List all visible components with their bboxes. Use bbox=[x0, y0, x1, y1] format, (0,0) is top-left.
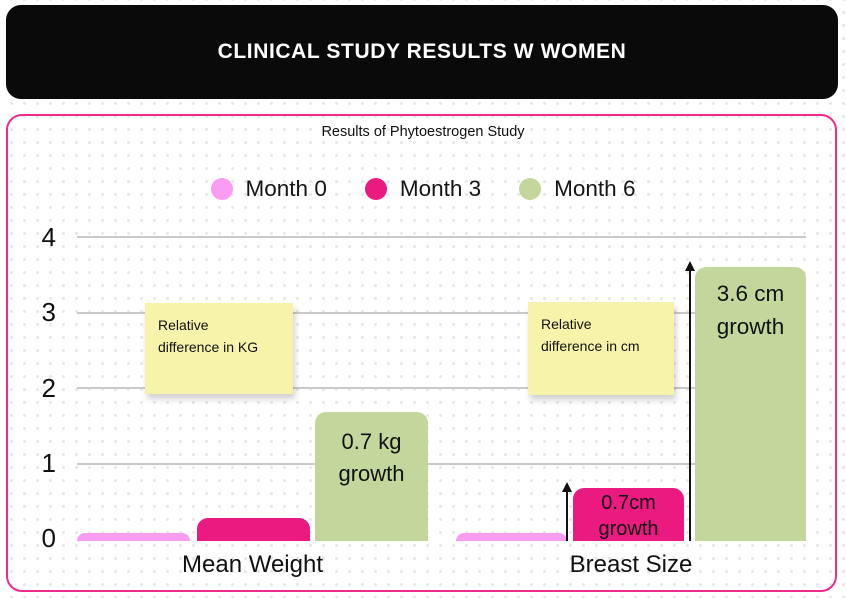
chart-title: Results of Phytoestrogen Study bbox=[321, 124, 525, 140]
bar-breast-size-month-6 bbox=[695, 267, 806, 541]
bar-breast-size-month-3 bbox=[573, 488, 684, 541]
bar-label-kg-growth: 0.7 kg growth bbox=[338, 429, 405, 486]
chart-card bbox=[6, 114, 837, 592]
bar-mean-weight-month-6 bbox=[315, 412, 428, 541]
gridline-1 bbox=[77, 463, 806, 465]
legend-label-month-0: Month 0 bbox=[245, 176, 327, 201]
legend-label-month-3: Month 3 bbox=[399, 176, 482, 201]
growth-arrow-up-icon bbox=[684, 261, 696, 541]
legend-swatch-month-0-icon bbox=[210, 178, 233, 200]
y-axis-tick-0: 0 bbox=[41, 523, 56, 553]
legend-item-month-3: Month 3 bbox=[364, 176, 482, 202]
gridline-3 bbox=[77, 312, 806, 314]
sticky-note-kg: Relative difference in KG bbox=[145, 303, 293, 394]
y-axis-tick-3: 3 bbox=[41, 297, 56, 327]
y-axis-tick-4: 4 bbox=[41, 222, 56, 252]
header-title: CLINICAL STUDY RESULTS W WOMEN bbox=[217, 40, 627, 63]
legend-item-month-0: Month 0 bbox=[210, 176, 327, 202]
y-axis-tick-1: 1 bbox=[41, 448, 56, 478]
bar-mean-weight-month-0 bbox=[77, 533, 190, 541]
legend-swatch-month-6-icon bbox=[519, 178, 542, 200]
legend-label-month-6: Month 6 bbox=[554, 176, 636, 201]
bar-mean-weight-month-3 bbox=[197, 518, 310, 541]
bar-breast-size-month-0 bbox=[456, 533, 567, 541]
header-banner: CLINICAL STUDY RESULTS W WOMEN bbox=[6, 5, 838, 99]
gridline-4 bbox=[77, 236, 806, 238]
x-axis-label-breast-size: Breast Size bbox=[569, 551, 693, 578]
legend-item-month-6: Month 6 bbox=[519, 176, 635, 202]
legend-swatch-month-3-icon bbox=[364, 178, 387, 200]
chart-legend: Month 0 Month 3 Month 6 bbox=[0, 170, 846, 208]
gridline-2 bbox=[77, 387, 806, 389]
growth-arrow-up-icon bbox=[561, 482, 573, 541]
sticky-note-cm: Relative difference in cm bbox=[528, 302, 674, 395]
bar-label-cm-growth-month6: 3.6 cm growth bbox=[716, 281, 785, 339]
y-axis-tick-2: 2 bbox=[41, 373, 56, 403]
bar-label-cm-growth-month3: 0.7cm growth bbox=[598, 492, 659, 540]
x-axis-label-mean-weight: Mean Weight bbox=[182, 551, 323, 578]
